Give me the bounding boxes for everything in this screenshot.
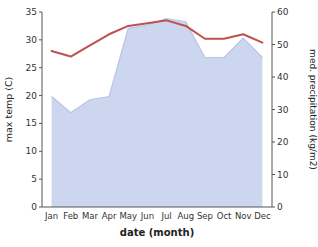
y2-tick (272, 44, 275, 45)
y-tick (39, 123, 42, 124)
y-tick-label: 35 (26, 7, 37, 17)
y-tick (39, 151, 42, 152)
y-tick-label: 0 (31, 202, 37, 212)
y2-tick-label: 50 (277, 40, 289, 50)
x-axis-title: date (month) (120, 227, 194, 238)
y-tick (39, 67, 42, 68)
y-axis-title: max temp (C) (3, 77, 14, 143)
precipitation-line (52, 19, 263, 113)
y2-tick (272, 109, 275, 110)
y2-tick-label: 40 (277, 72, 289, 82)
y2-tick-label: 10 (277, 170, 289, 180)
y-tick-label: 5 (31, 174, 37, 184)
x-tick-label: Sep (197, 211, 213, 221)
y-tick (39, 95, 42, 96)
y-tick (39, 179, 42, 180)
x-tick-label: Jun (140, 211, 154, 221)
y2-tick (272, 12, 275, 13)
x-tick-label: Aug (177, 211, 194, 221)
plot-area (52, 19, 263, 208)
x-tick-label: Oct (217, 211, 232, 221)
x-tick-label: Nov (235, 211, 252, 221)
y-tick-label: 20 (26, 91, 38, 101)
y2-tick-label: 30 (277, 105, 289, 115)
x-tick-label: Mar (82, 211, 99, 221)
x-tick-label: Feb (63, 211, 78, 221)
y-tick-label: 25 (26, 63, 37, 73)
y-axis-line (42, 12, 43, 207)
x-tick-label: Dec (254, 211, 271, 221)
x-tick-label: Apr (102, 211, 117, 221)
y2-axis-title: med. precipitation (kg/m2) (308, 49, 318, 170)
x-tick-label: May (119, 211, 137, 221)
y-tick-label: 15 (26, 118, 37, 128)
y-tick (39, 12, 42, 13)
y2-tick-label: 60 (277, 7, 289, 17)
x-tick-label: Jan (44, 211, 58, 221)
chart: 0 5 10 15 20 25 30 35 0 10 20 30 40 50 60 Jan Feb MarAprM… (0, 0, 318, 247)
precipitation-area (52, 19, 263, 208)
y2-tick (272, 207, 275, 208)
x-tick-label: Jul (160, 211, 171, 221)
x-axis-line (42, 207, 272, 208)
y2-tick-label: 20 (277, 137, 289, 147)
chart-container: 0 5 10 15 20 25 30 35 0 10 20 30 40 50 60 Jan Feb MarAprM… (0, 0, 318, 247)
y-tick (39, 207, 42, 208)
y2-tick-label: 0 (277, 202, 283, 212)
temperature-line (52, 20, 263, 56)
y-tick (39, 39, 42, 40)
y-tick-label: 30 (26, 35, 38, 45)
y2-tick (272, 142, 275, 143)
y2-tick (272, 77, 275, 78)
y-tick-label: 10 (26, 146, 38, 156)
y2-tick (272, 174, 275, 175)
